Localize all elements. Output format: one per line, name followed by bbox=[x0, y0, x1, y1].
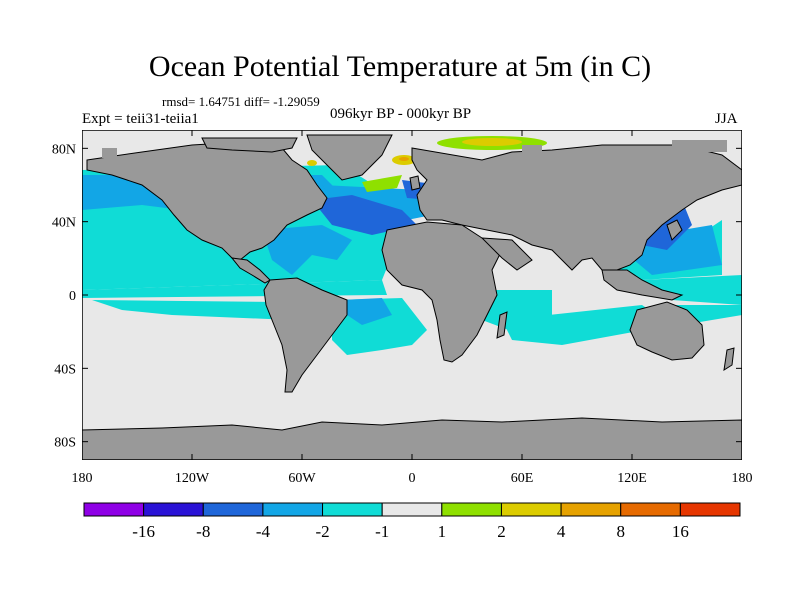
colorbar-box bbox=[620, 502, 681, 517]
greenland bbox=[306, 134, 393, 181]
colorbar-label: 4 bbox=[557, 522, 566, 541]
missing-data-regions bbox=[102, 140, 727, 158]
season-label: JJA bbox=[715, 111, 738, 127]
colorbar-box bbox=[262, 502, 324, 517]
longitude-labels: 180 120W 60W 0 60E 120E 180 bbox=[72, 471, 753, 486]
lat-label: 80S bbox=[54, 436, 76, 451]
arctic-islands bbox=[201, 137, 298, 153]
colorbar-label: -8 bbox=[196, 522, 210, 541]
british-isles bbox=[409, 175, 421, 191]
world-map bbox=[82, 130, 742, 460]
warming-regions bbox=[211, 136, 547, 192]
colorbar-label: -1 bbox=[375, 522, 389, 541]
colorbar-label: 2 bbox=[497, 522, 506, 541]
colorbar-label: 8 bbox=[616, 522, 625, 541]
experiment-label: Expt = teii31-teiia1 bbox=[82, 111, 199, 127]
latitude-labels: 80N 40N 0 40S 80S bbox=[52, 142, 76, 450]
colorbar-label: -16 bbox=[132, 522, 155, 541]
colorbar-box bbox=[322, 502, 383, 517]
madagascar bbox=[496, 311, 508, 339]
land-masses bbox=[82, 134, 742, 460]
colorbar-box bbox=[441, 502, 502, 517]
colorbar-boxes bbox=[83, 502, 741, 517]
colorbar-label: -2 bbox=[315, 522, 329, 541]
lon-label: 0 bbox=[409, 471, 416, 486]
southeast-asia bbox=[601, 269, 684, 301]
colorbar-label: -4 bbox=[256, 522, 271, 541]
lon-label: 120W bbox=[175, 471, 210, 486]
lat-label: 40N bbox=[52, 216, 76, 231]
arabia bbox=[480, 237, 533, 271]
colorbar: -16 -8 -4 -2 -1 1 2 4 8 16 bbox=[83, 502, 741, 541]
colorbar-label: 1 bbox=[438, 522, 447, 541]
japan bbox=[666, 219, 683, 241]
central-america bbox=[230, 257, 271, 284]
period-label: 096kyr BP - 000kyr BP bbox=[330, 106, 472, 122]
lat-label: 0 bbox=[69, 289, 76, 304]
map-ticks bbox=[82, 130, 742, 460]
colorbar-label: 16 bbox=[672, 522, 689, 541]
colorbar-box bbox=[679, 502, 741, 517]
rmsd-diff-stats: rmsd= 1.64751 diff= -1.29059 bbox=[162, 94, 320, 109]
lat-label: 80N bbox=[52, 142, 76, 157]
colorbar-box bbox=[143, 502, 204, 517]
colorbar-box bbox=[560, 502, 622, 517]
lon-label: 120E bbox=[617, 471, 647, 486]
colorbar-box bbox=[381, 502, 443, 517]
colorbar-box bbox=[202, 502, 264, 517]
colorbar-box bbox=[83, 502, 145, 517]
lon-label: 60E bbox=[511, 471, 534, 486]
colorbar-labels: -16 -8 -4 -2 -1 1 2 4 8 16 bbox=[132, 522, 689, 541]
lon-label: 180 bbox=[72, 471, 93, 486]
antarctica bbox=[82, 417, 742, 460]
lat-label: 40S bbox=[54, 362, 76, 377]
lon-label: 60W bbox=[288, 471, 316, 486]
colorbar-box bbox=[500, 502, 562, 517]
south-america bbox=[263, 277, 348, 393]
australia bbox=[629, 301, 705, 361]
new-zealand bbox=[723, 347, 735, 371]
lon-label: 180 bbox=[732, 471, 753, 486]
plot-title: Ocean Potential Temperature at 5m (in C) bbox=[148, 50, 652, 83]
